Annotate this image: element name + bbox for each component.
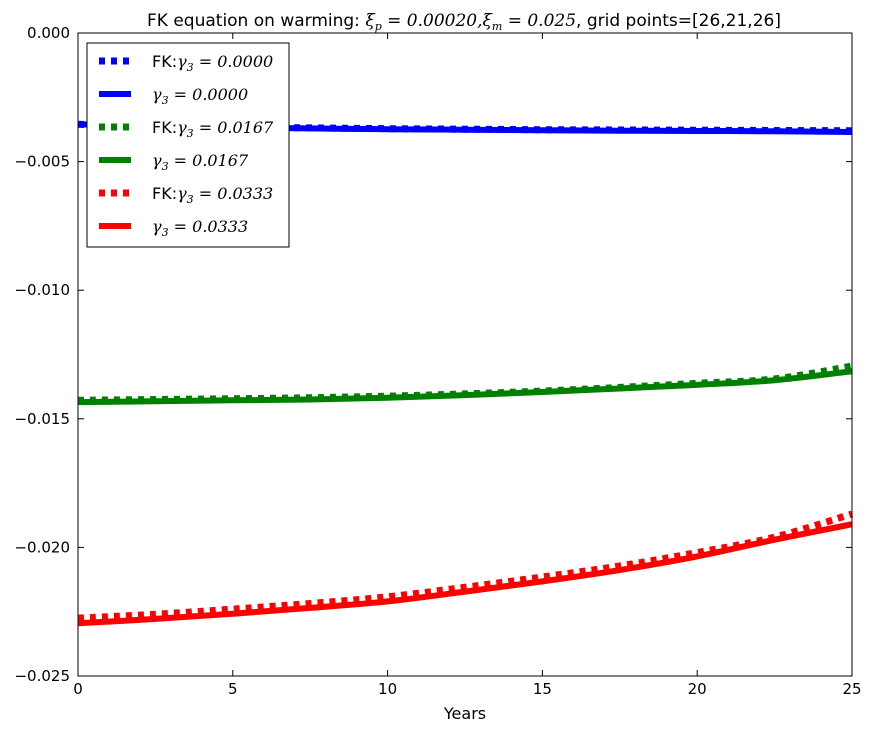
series-line-fk-00333 [77, 510, 854, 622]
series-line-fk-00167 [77, 362, 853, 404]
x-tick-label: 10 [378, 680, 397, 698]
x-axis-title: Years [443, 704, 486, 723]
y-tick-label: −0.020 [14, 538, 70, 556]
legend-entry-label: FK:γ3 = 0.0167 [152, 118, 274, 140]
y-tick-label: −0.005 [14, 153, 70, 171]
y-tick-label: −0.025 [14, 667, 70, 685]
chart-title: FK equation on warming: ξp = 0.00020,ξm … [147, 11, 781, 33]
x-tick-label: 20 [688, 680, 707, 698]
legend: FK:γ3 = 0.0000 γ3 = 0.0000 FK:γ3 = 0.0167 γ… [86, 42, 290, 248]
series-line-00167 [77, 368, 853, 406]
series-line-00333 [77, 521, 853, 627]
legend-box [86, 42, 290, 248]
legend-entry-label: γ3 = 0.0333 [152, 217, 248, 239]
y-tick-label: −0.015 [14, 410, 70, 428]
y-tick-label: 0.000 [27, 24, 70, 42]
x-tick-label: 15 [533, 680, 552, 698]
legend-entry-label: γ3 = 0.0167 [152, 151, 249, 173]
y-tick-label: −0.010 [14, 281, 70, 299]
legend-entry-label: FK:γ3 = 0.0000 [152, 52, 273, 74]
x-tick-label: 5 [228, 680, 238, 698]
plot-frame [77, 32, 853, 677]
series-line-fk-00000 [77, 120, 853, 135]
legend-entry-label: FK:γ3 = 0.0333 [152, 184, 273, 206]
axis-ticks: 0 5 10 15 20 25 0.000 −0.005 −0.010 −0.015 −0.020 −… [14, 24, 861, 698]
legend-entry-label: γ3 = 0.0000 [152, 85, 248, 107]
series-layer [77, 120, 854, 627]
x-tick-label: 0 [73, 680, 83, 698]
x-tick-label: 25 [842, 680, 861, 698]
